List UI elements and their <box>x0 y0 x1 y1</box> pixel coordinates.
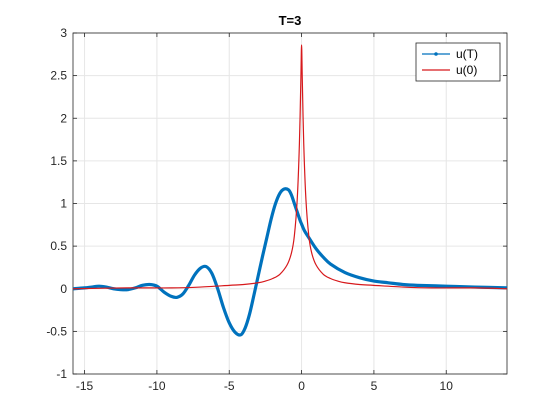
series-line-u-t <box>72 187 508 337</box>
y-tick-label: -0.5 <box>46 324 67 338</box>
x-tick-label: 10 <box>440 379 454 393</box>
chart-title: T=3 <box>279 13 302 28</box>
legend-entries: u(T) u(0) <box>422 47 478 77</box>
y-tick-label: 3 <box>60 26 67 40</box>
x-tick-label: -15 <box>76 379 94 393</box>
legend-label: u(0) <box>456 63 477 77</box>
y-tick-label: -1 <box>56 367 67 381</box>
y-tick-label: 1.5 <box>50 154 67 168</box>
legend-label: u(T) <box>456 47 478 61</box>
legend-box <box>415 42 501 82</box>
y-tick-label: 2.5 <box>50 69 67 83</box>
series-line-u-0 <box>72 44 508 290</box>
x-tick-label: -10 <box>148 379 166 393</box>
y-tick-label: 0 <box>60 282 67 296</box>
y-tick-label: 1 <box>60 197 67 211</box>
x-tick-label: 5 <box>371 379 378 393</box>
series-layer <box>72 44 508 337</box>
x-tick-label: 0 <box>298 379 305 393</box>
legend: u(T) u(0) <box>415 42 501 82</box>
y-tick-label: 0.5 <box>50 239 67 253</box>
ticks: -15 -10 -5 0 5 10 -1 -0.5 0 0.5 1 1.5 2 2.5 3 <box>46 26 507 393</box>
x-tick-label: -5 <box>224 379 235 393</box>
legend-marker <box>434 52 438 56</box>
y-tick-label: 2 <box>60 111 67 125</box>
